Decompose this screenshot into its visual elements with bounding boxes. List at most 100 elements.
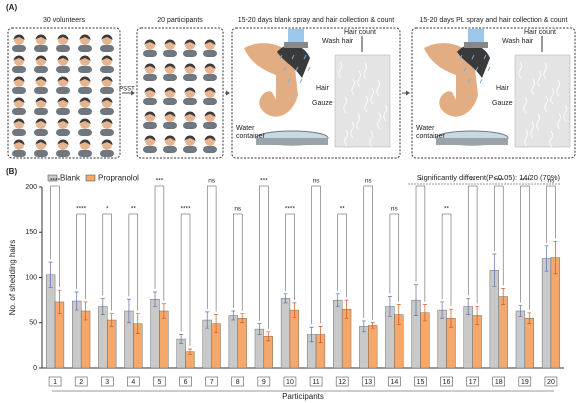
bar [150,299,160,369]
person-body [143,74,157,81]
person-body [143,146,157,153]
hair-strand [343,96,347,114]
annotation: Hair [316,85,330,92]
error-bar [361,320,366,333]
significance-bracket [546,185,556,243]
arrow-head [131,90,135,96]
error-bar [57,289,62,315]
head-illustration [424,43,478,117]
person-hair [57,76,69,82]
category-box [74,376,88,387]
error-bar [335,293,340,307]
step-title: 15-20 days blank spray and hair collecti… [238,17,394,24]
significance-bracket [206,185,217,312]
significance-label: **** [285,206,296,213]
person-body [100,87,114,94]
hair-strand [549,130,553,148]
person-hair [13,97,25,103]
significance-bracket [337,213,347,298]
person-body [183,122,197,129]
person-body [143,98,157,105]
person-hair [79,97,91,103]
bar [98,306,108,369]
person-hair [35,55,47,61]
category-box [518,376,532,387]
category-box [48,376,62,387]
water-drop [283,66,287,72]
significance-bracket [50,185,60,288]
person-body [143,122,157,129]
error-bar [240,313,245,324]
error-bar [126,298,131,324]
error-bar [422,304,427,322]
significance-label: * [106,206,109,213]
person-hair [35,97,47,103]
person-hair [101,118,113,124]
bar [107,319,117,369]
error-bar [475,306,480,325]
bar [368,325,378,369]
water-drop [463,66,467,72]
x-axis-label: Participants [282,392,324,401]
person-body [56,129,70,136]
category-box [309,376,323,387]
person-body [163,74,177,81]
significance-label: *** [260,178,268,185]
category-box [101,376,114,387]
bar [515,310,526,369]
annotation: Gauze [492,100,513,107]
person-body [183,98,197,105]
annotation: container [416,133,445,140]
error-bar [309,326,314,343]
person-hair [57,55,69,61]
error-bar [501,288,506,305]
x-tick-label: 7 [210,379,214,386]
significance-bracket [520,185,530,310]
annotation: Water [236,125,255,132]
water-drop [299,78,303,84]
person-hair [79,118,91,124]
bar [333,299,343,369]
significance-bracket [285,213,295,300]
x-tick-label: 10 [286,379,294,386]
person-hair [184,63,196,69]
person-hair [144,63,156,69]
hair-strand [344,129,348,147]
category-box [362,376,375,387]
hair-strand [543,62,547,80]
hair-strand [524,129,528,147]
x-tick-label: 5 [157,379,161,386]
head-illustration [244,43,298,117]
person-body [163,98,177,105]
significance-bracket [102,213,112,311]
person-hair [101,34,113,40]
bar [359,326,369,369]
category-box [257,376,271,387]
error-bar [179,334,184,344]
hair-strand [357,70,361,88]
water-container-side [436,138,508,145]
person-body [34,45,48,52]
bar [228,315,238,369]
person-body [183,146,197,153]
person-hair [79,34,91,40]
significance-label: * [419,178,422,185]
significance-bracket [180,213,191,346]
person-body [203,122,217,129]
person-hair [204,135,216,141]
person-body [34,150,48,157]
person-body [56,87,70,94]
person-body [12,129,26,136]
shower-pipe [288,29,304,43]
x-tick-label: 8 [236,379,240,386]
annotation: Significantly different(P<0.05): 14/20 (… [417,173,561,182]
person-hair [79,76,91,82]
person-body [12,45,26,52]
significance-label: ** [131,206,137,213]
hair-strand [338,61,342,79]
significance-bracket [128,213,139,311]
person-hair [35,139,47,145]
x-tick-label: 16 [443,379,451,386]
person-hair [79,55,91,61]
x-tick-label: 18 [495,379,503,386]
